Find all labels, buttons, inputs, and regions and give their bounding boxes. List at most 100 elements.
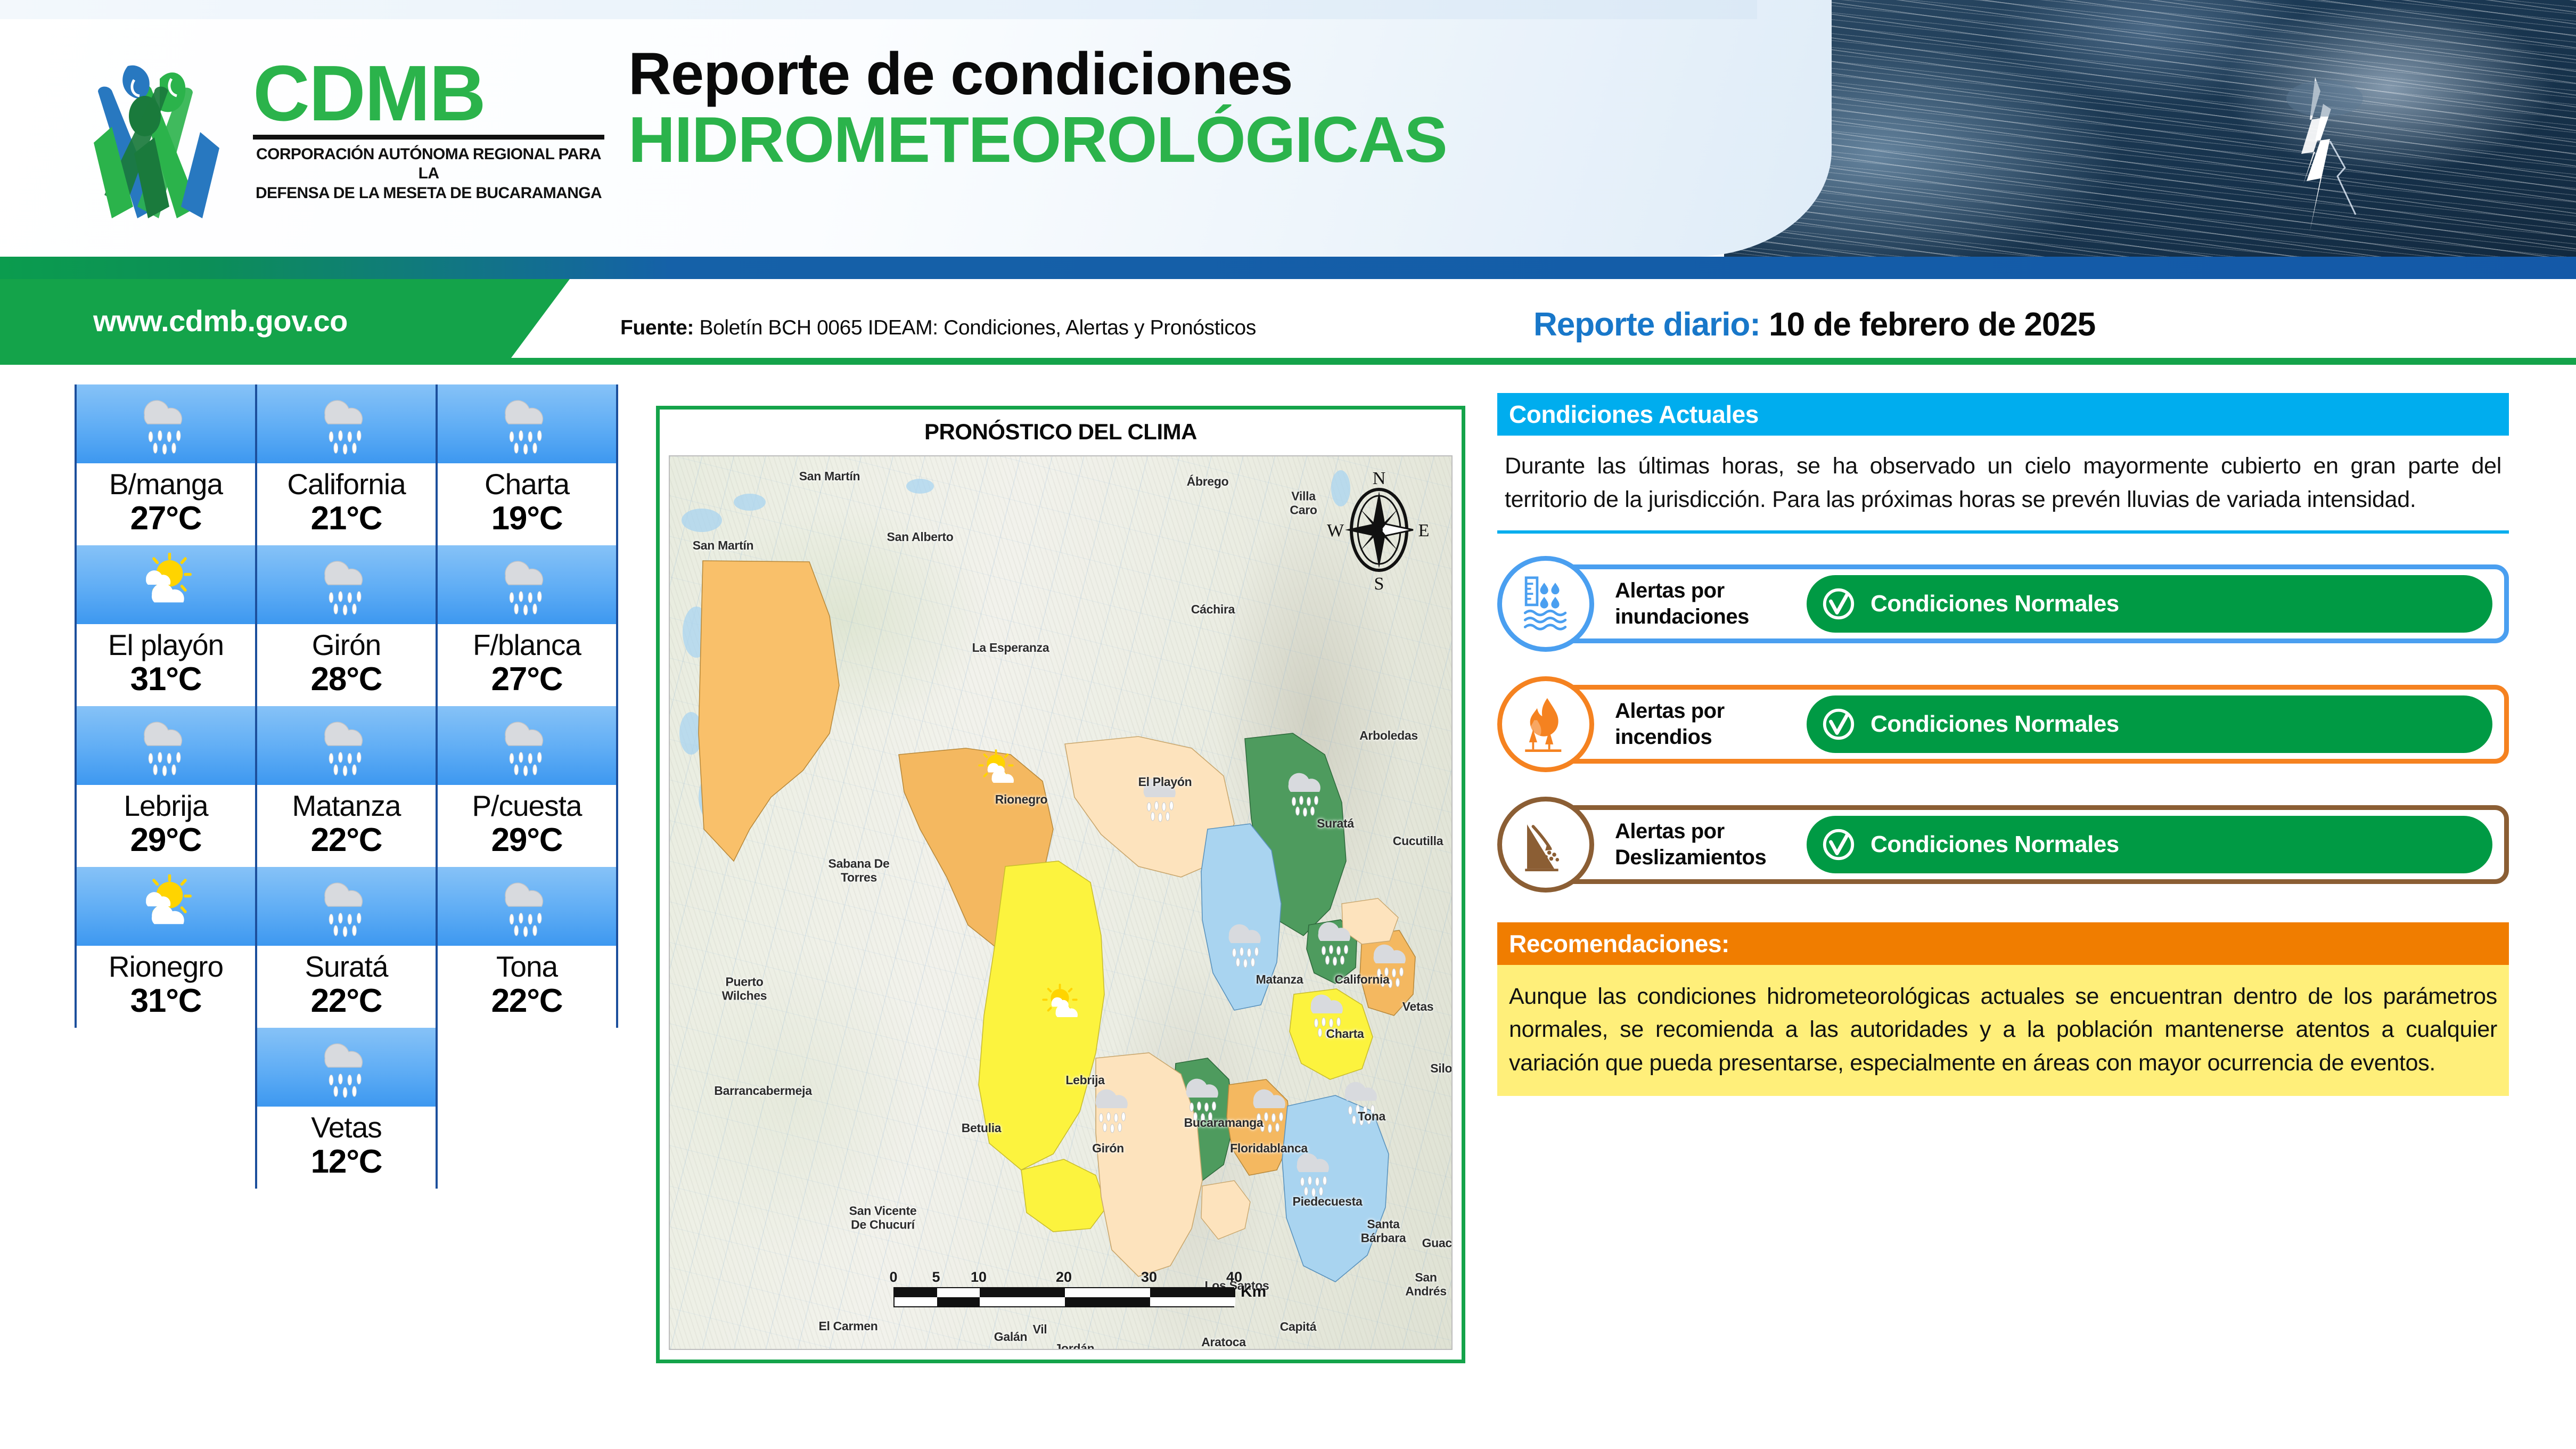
municipality-name: B/manga: [109, 468, 223, 501]
rain-cloud-icon: [77, 706, 255, 785]
map-icon-lebrija: [1042, 984, 1078, 1018]
forecast-row: Vetas 12°C: [75, 1027, 623, 1189]
alert-icon-badge: [1497, 676, 1594, 772]
forecast-cell-rionegro[interactable]: Rionegro 31°C: [75, 866, 257, 1028]
report-date-value: 10 de febrero de 2025: [1760, 306, 2096, 343]
map-label: Suratá: [1317, 816, 1354, 831]
rain-cloud-icon: [257, 545, 436, 624]
website-url[interactable]: www.cdmb.gov.co: [93, 304, 348, 338]
map-scale-bar: 0 5 10 20 30 40 Km: [889, 1269, 1266, 1307]
municipality-name: Charta: [484, 468, 570, 501]
forecast-cell-label: Suratá 22°C: [257, 945, 436, 1028]
landslide-icon: [1525, 824, 1560, 871]
map-icon-tona: [1344, 1082, 1377, 1126]
map-label: Girón: [1092, 1141, 1124, 1156]
flood-gauge-icon: [1523, 576, 1567, 631]
source-text: Boletín BCH 0065 IDEAM: Condiciones, Ale…: [694, 316, 1256, 339]
check-circle-icon: [1823, 588, 1855, 619]
forecast-cell-f-blanca[interactable]: F/blanca 27°C: [436, 545, 618, 706]
temperature-value: 31°C: [130, 660, 202, 698]
map-label: San Martín: [692, 538, 754, 553]
map-label: El Carmen: [818, 1319, 878, 1333]
map-label: Rionegro: [995, 792, 1048, 807]
municipality-name: P/cuesta: [472, 789, 582, 822]
scale-tick: 40: [1226, 1269, 1243, 1285]
alert-row-landslide[interactable]: Alertas por Deslizamientos Condiciones No…: [1497, 795, 2509, 895]
map-label: Capitá: [1279, 1320, 1317, 1334]
municipality-name: Rionegro: [108, 949, 224, 983]
map-label: Barrancabermeja: [714, 1084, 812, 1098]
forecast-cell-el-play-n[interactable]: El playón 31°C: [75, 545, 257, 706]
map-icon-charta: [1310, 994, 1343, 1038]
forecast-cell-vetas[interactable]: Vetas 12°C: [255, 1027, 438, 1189]
rain-streaks: [1724, 0, 2576, 257]
forecast-cell-california[interactable]: California 21°C: [255, 384, 438, 545]
municipality-name: Girón: [311, 628, 382, 661]
forecast-cell-label: Tona 22°C: [438, 945, 616, 1028]
forecast-cell-tona[interactable]: Tona 22°C: [436, 866, 618, 1028]
alert-row-wildfire[interactable]: Alertas por incendios Condiciones Normale…: [1497, 674, 2509, 774]
forecast-cell-label: Rionegro 31°C: [77, 945, 255, 1028]
map-icon-bucaramanga: [1186, 1078, 1218, 1123]
compass-rose-icon: N S W E: [1327, 469, 1429, 594]
map-label: Charta: [1326, 1027, 1364, 1041]
forecast-cell-b-manga[interactable]: B/manga 27°C: [75, 384, 257, 545]
report-date-line: Reporte diario: 10 de febrero de 2025: [1533, 306, 2096, 343]
rain-cloud-icon: [257, 706, 436, 785]
sun-cloud-icon: [145, 552, 192, 603]
alert-status-badge: Condiciones Normales: [1807, 815, 2492, 873]
temperature-value: 31°C: [130, 982, 202, 1019]
map-label: Sabana De Torres: [828, 856, 890, 884]
logo-acronym: CDMB: [253, 50, 486, 137]
map-image[interactable]: N S W E San Martín San Alberto San Martín Á…: [669, 455, 1453, 1350]
scale-tick: 5: [932, 1269, 940, 1285]
map-icon-matanza: [1228, 924, 1261, 968]
rain-cloud-icon: [504, 400, 543, 455]
forecast-cell-matanza[interactable]: Matanza 22°C: [255, 706, 438, 867]
map-label: California: [1334, 972, 1390, 987]
info-bar: www.cdmb.gov.co Fuente: Boletín BCH 0065…: [0, 279, 2576, 358]
alerts-list: Alertas por inundaciones Condiciones Norm…: [1497, 554, 2509, 895]
map-label: Los Santos: [1204, 1279, 1269, 1293]
forecast-cell-charta[interactable]: Charta 19°C: [436, 384, 618, 545]
map-label: Floridablanca: [1230, 1141, 1308, 1156]
alert-pill: Alertas por Deslizamientos Condiciones No…: [1546, 805, 2509, 884]
map-icon-vetas: [1373, 944, 1406, 988]
alert-status-badge: Condiciones Normales: [1807, 575, 2492, 633]
recommendations-body: Aunque las condiciones hidrometeorológic…: [1497, 964, 2509, 1096]
municipality-name: El playón: [108, 628, 224, 661]
storm-photo: [1724, 0, 2576, 257]
alert-row-flood-gauge[interactable]: Alertas por inundaciones Condiciones Norm…: [1497, 554, 2509, 654]
alert-status-text: Condiciones Normales: [1871, 710, 2119, 737]
map-label: San Vicente De Chucurí: [849, 1204, 917, 1231]
wildfire-icon: [1525, 698, 1562, 752]
map-label: Ábrego: [1186, 474, 1229, 489]
forecast-cell-gir-n[interactable]: Girón 28°C: [255, 545, 438, 706]
map-label: Lebrija: [1065, 1073, 1105, 1087]
municipality-name: California: [287, 468, 406, 501]
scale-tick: 30: [1141, 1269, 1158, 1285]
rain-cloud-icon: [324, 1043, 363, 1098]
map-label: Bucaramanga: [1184, 1116, 1264, 1130]
rain-cloud-icon: [257, 1027, 436, 1107]
alert-status-badge: Condiciones Normales: [1807, 695, 2492, 753]
forecast-cell-lebrija[interactable]: Lebrija 29°C: [75, 706, 257, 867]
rain-streaks-fine: [1724, 0, 2576, 257]
forecast-cell-p-cuesta[interactable]: P/cuesta 29°C: [436, 706, 618, 867]
map-label: El Playón: [1138, 775, 1192, 789]
alert-pill: Alertas por inundaciones Condiciones Norm…: [1546, 564, 2509, 643]
forecast-cell-surat-[interactable]: Suratá 22°C: [255, 866, 438, 1028]
check-circle-icon: [1823, 829, 1855, 860]
temperature-value: 12°C: [310, 1143, 383, 1180]
map-icon-piedecuesta: [1297, 1153, 1329, 1197]
map-label: San Martín: [799, 469, 860, 484]
cdmb-logo: CDMB CORPORACIÓN AUTÓNOMA REGIONAL PARA …: [75, 47, 618, 223]
report-date-label: Reporte diario:: [1533, 306, 1761, 343]
map-icon-elplayon: [1143, 778, 1176, 822]
municipality-name: Lebrija: [124, 789, 208, 822]
rain-cloud-icon: [324, 561, 363, 616]
alert-label: Alertas por incendios: [1615, 699, 1725, 749]
map-label: Matanza: [1256, 972, 1303, 987]
map-icon-surata: [1288, 773, 1320, 817]
